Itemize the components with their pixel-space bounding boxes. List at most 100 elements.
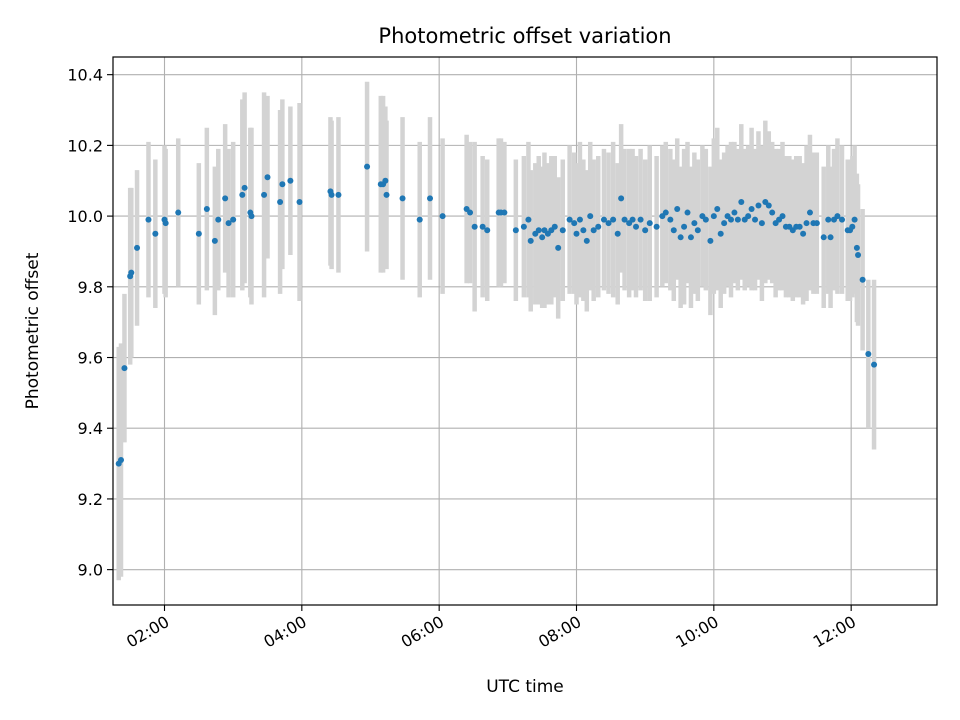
data-point — [714, 206, 721, 213]
data-point — [427, 195, 434, 202]
data-point — [684, 209, 691, 216]
data-point — [383, 191, 390, 198]
data-point — [738, 198, 745, 205]
data-point — [731, 209, 738, 216]
data-point — [279, 181, 286, 188]
data-point — [590, 227, 597, 234]
data-point — [803, 220, 810, 227]
x-tick-label: 06:00 — [398, 612, 447, 652]
data-point — [859, 276, 866, 283]
data-point — [248, 213, 255, 220]
data-point — [745, 213, 752, 220]
data-point — [559, 227, 566, 234]
y-tick-label: 10.2 — [67, 136, 103, 155]
data-point — [239, 191, 246, 198]
data-point — [674, 206, 681, 213]
data-point — [721, 220, 728, 227]
data-point — [555, 244, 562, 251]
data-point — [595, 223, 602, 230]
error-bars — [116, 81, 877, 581]
data-point — [618, 195, 625, 202]
data-point — [752, 216, 759, 223]
data-point — [145, 216, 152, 223]
data-point — [471, 223, 478, 230]
data-point — [865, 350, 872, 357]
data-point — [813, 220, 820, 227]
data-point — [600, 216, 607, 223]
data-point — [211, 237, 218, 244]
data-point — [287, 177, 294, 184]
axes-frame — [112, 56, 938, 606]
y-tick-label: 10.0 — [67, 207, 103, 226]
data-point — [820, 234, 827, 241]
y-tick-label: 9.2 — [78, 490, 103, 509]
data-point — [734, 216, 741, 223]
data-point — [241, 184, 248, 191]
data-point — [728, 216, 734, 223]
data-point — [637, 216, 644, 223]
data-point — [296, 198, 303, 205]
data-point — [681, 223, 688, 230]
data-point — [796, 223, 803, 230]
data-point — [717, 230, 724, 237]
data-point — [215, 216, 222, 223]
y-tick-label: 9.8 — [78, 278, 103, 297]
data-point — [825, 216, 832, 223]
data-point — [535, 227, 542, 234]
x-tick-label: 10:00 — [672, 612, 721, 652]
data-point — [335, 191, 342, 198]
data-point — [646, 220, 653, 227]
data-point — [382, 177, 389, 184]
data-point — [758, 220, 765, 227]
data-point — [121, 365, 128, 372]
x-tick-label: 02:00 — [123, 612, 172, 652]
data-point — [277, 198, 284, 205]
data-point — [827, 234, 834, 241]
x-axis-title: UTC time — [486, 677, 564, 697]
data-point — [128, 269, 135, 276]
data-point — [551, 223, 558, 230]
data-point — [520, 223, 527, 230]
x-tick-label: 08:00 — [535, 612, 584, 652]
data-point — [175, 209, 182, 216]
y-axis-title: Photometric offset — [23, 252, 43, 409]
data-point — [853, 244, 860, 251]
data-point — [527, 237, 534, 244]
data-point — [195, 230, 202, 237]
data-point — [849, 223, 856, 230]
data-point — [667, 216, 674, 223]
data-point — [614, 230, 621, 237]
data-point — [769, 209, 776, 216]
data-point — [225, 220, 232, 227]
data-point — [416, 216, 423, 223]
data-point — [677, 234, 684, 241]
data-point — [621, 216, 628, 223]
data-point — [629, 216, 636, 223]
data-point — [439, 213, 446, 220]
data-point — [118, 457, 125, 464]
data-point — [779, 213, 786, 220]
data-point — [580, 227, 587, 234]
x-tick-label: 12:00 — [810, 612, 859, 652]
data-point — [525, 216, 532, 223]
data-point — [576, 216, 583, 223]
data-point — [573, 230, 580, 237]
data-point — [851, 216, 858, 223]
data-points — [115, 163, 878, 467]
data-point — [566, 216, 573, 223]
data-point — [800, 230, 807, 237]
data-point — [501, 209, 508, 216]
data-point — [855, 251, 862, 258]
data-point — [755, 202, 762, 209]
data-point — [467, 209, 474, 216]
data-point — [871, 361, 878, 368]
data-point — [328, 191, 335, 198]
data-point — [203, 206, 210, 213]
data-point — [571, 220, 578, 227]
data-point — [364, 163, 371, 170]
x-tick-label: 04:00 — [260, 612, 309, 652]
data-point — [691, 220, 698, 227]
data-point — [583, 237, 590, 244]
data-point — [222, 195, 229, 202]
data-point — [765, 202, 772, 209]
